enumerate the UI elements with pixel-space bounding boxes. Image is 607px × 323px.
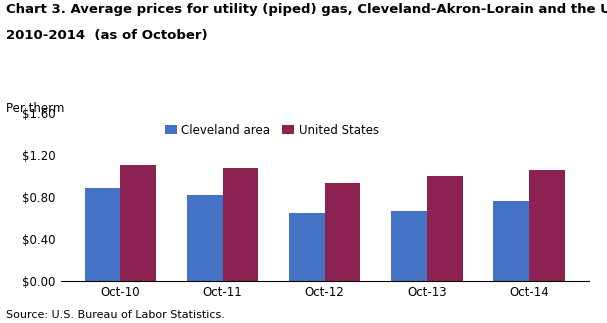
- Bar: [427, 176, 463, 281]
- Text: 2010-2014  (as of October): 2010-2014 (as of October): [6, 29, 208, 42]
- Bar: [529, 170, 565, 281]
- Text: Per therm: Per therm: [6, 102, 64, 115]
- Bar: [325, 183, 361, 281]
- Bar: [120, 165, 156, 281]
- Bar: [223, 168, 259, 281]
- Bar: [187, 195, 223, 281]
- Bar: [85, 188, 120, 281]
- Bar: [391, 211, 427, 281]
- Text: Source: U.S. Bureau of Labor Statistics.: Source: U.S. Bureau of Labor Statistics.: [6, 310, 225, 320]
- Text: Chart 3. Average prices for utility (piped) gas, Cleveland-Akron-Lorain and the : Chart 3. Average prices for utility (pip…: [6, 3, 607, 16]
- Bar: [289, 213, 325, 281]
- Bar: [493, 201, 529, 281]
- Legend: Cleveland area, United States: Cleveland area, United States: [160, 119, 384, 141]
